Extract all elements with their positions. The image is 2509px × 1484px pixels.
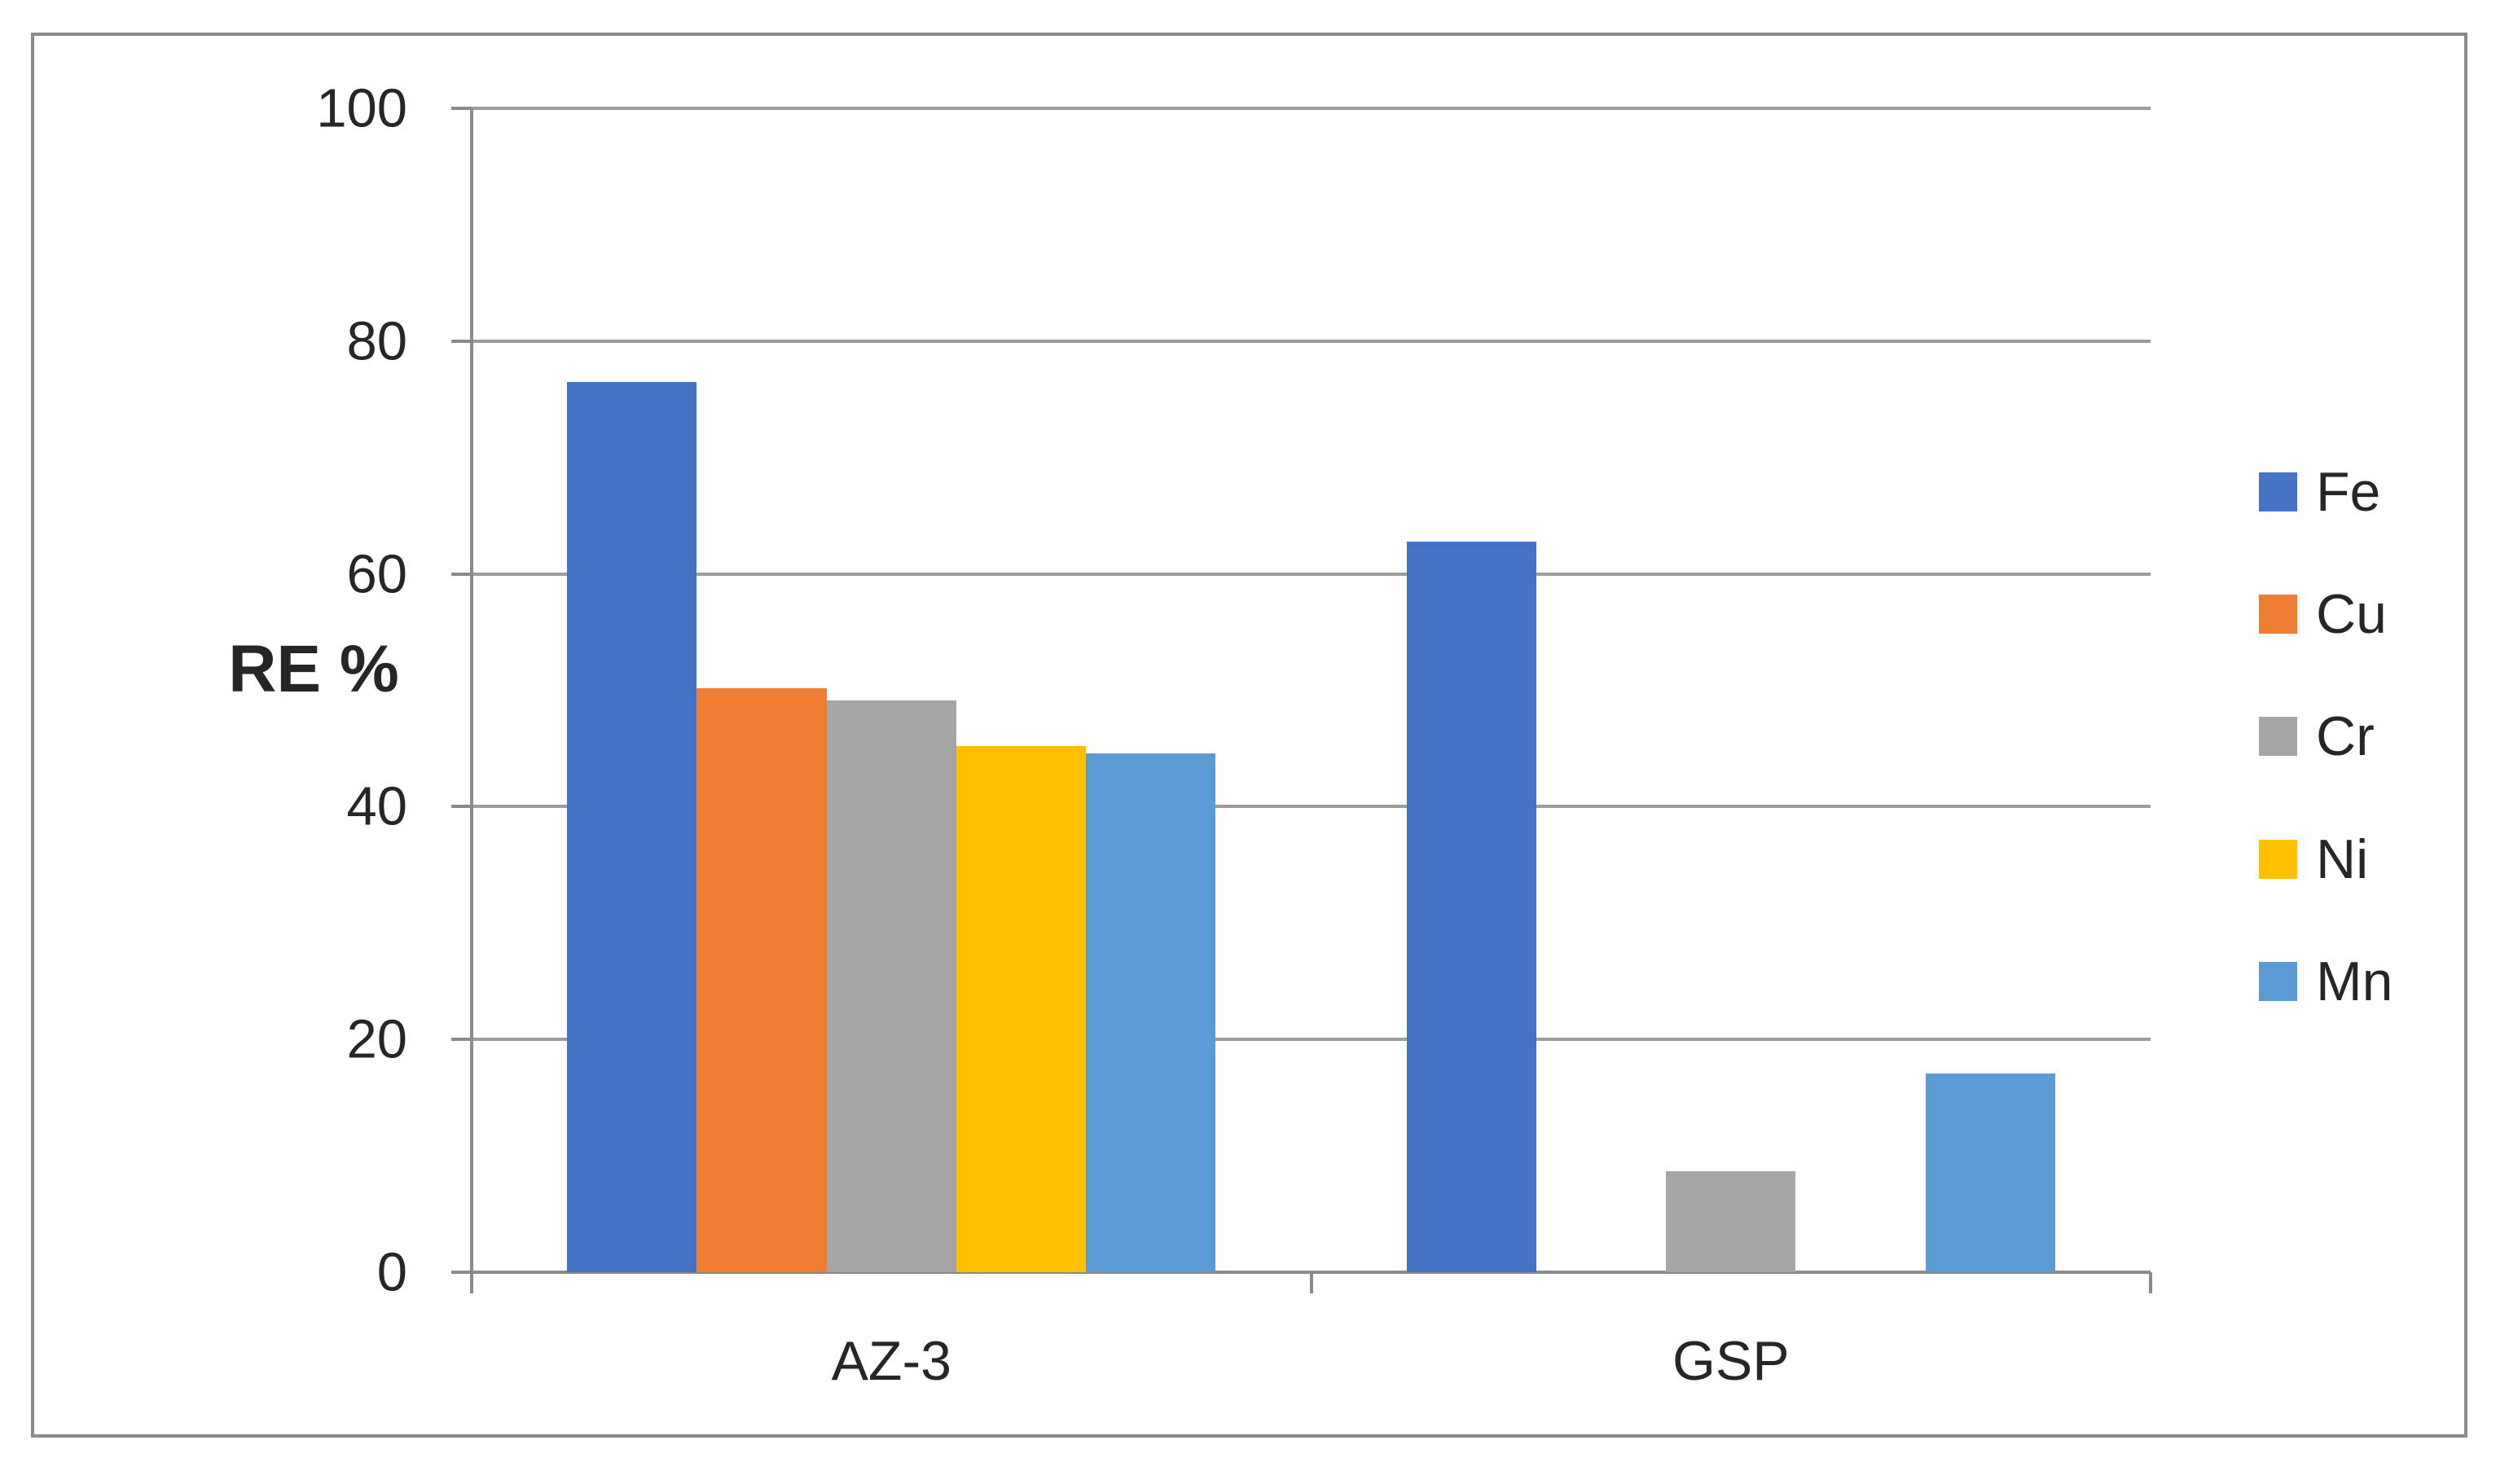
y-tick-label-40: 40 <box>346 775 407 837</box>
x-tick-mark-1 <box>1309 1272 1313 1293</box>
y-tick-label-60: 60 <box>346 543 407 605</box>
legend-item-Fe: Fe <box>2259 460 2380 524</box>
x-category-label-GSP: GSP <box>1672 1330 1790 1392</box>
gridline-80 <box>472 339 2151 343</box>
legend-label-Ni: Ni <box>2316 828 2369 890</box>
y-tick-mark-80 <box>451 339 472 343</box>
bar-Ni-AZ-3 <box>956 746 1087 1272</box>
legend-item-Cu: Cu <box>2259 582 2387 646</box>
legend-item-Cr: Cr <box>2259 705 2375 768</box>
bar-Mn-AZ-3 <box>1086 753 1216 1272</box>
legend-swatch-Cu <box>2259 595 2297 634</box>
y-tick-label-0: 0 <box>376 1241 407 1303</box>
bar-Mn-GSP <box>1925 1073 2055 1272</box>
gridline-100 <box>472 107 2151 110</box>
bar-Fe-GSP <box>1406 541 1536 1272</box>
legend-swatch-Mn <box>2259 961 2297 1001</box>
y-axis-title: RE % <box>228 632 399 706</box>
x-category-label-AZ-3: AZ-3 <box>831 1330 951 1392</box>
gridline-40 <box>472 805 2151 809</box>
gridline-60 <box>472 572 2151 576</box>
legend-swatch-Ni <box>2259 839 2297 879</box>
bar-Fe-AZ-3 <box>567 381 697 1272</box>
y-axis-line <box>470 108 473 1293</box>
y-tick-label-20: 20 <box>346 1008 407 1070</box>
legend-swatch-Cr <box>2259 717 2297 757</box>
legend-label-Cu: Cu <box>2316 583 2387 646</box>
gridline-20 <box>472 1038 2151 1042</box>
chart-border <box>31 33 2467 1438</box>
y-tick-mark-20 <box>451 1038 472 1042</box>
bar-Cu-AZ-3 <box>696 687 827 1272</box>
bar-Cr-GSP <box>1666 1170 1796 1272</box>
y-tick-mark-40 <box>451 805 472 809</box>
y-tick-mark-100 <box>451 107 472 110</box>
y-tick-mark-60 <box>451 572 472 576</box>
legend-label-Fe: Fe <box>2316 461 2381 523</box>
legend-item-Ni: Ni <box>2259 828 2368 891</box>
bar-Cr-AZ-3 <box>826 700 956 1272</box>
y-tick-label-100: 100 <box>316 77 407 139</box>
legend-swatch-Fe <box>2259 472 2297 511</box>
legend-label-Cr: Cr <box>2316 705 2375 768</box>
legend-item-Mn: Mn <box>2259 950 2393 1013</box>
x-tick-mark-2 <box>2149 1272 2152 1293</box>
y-tick-mark-0 <box>451 1271 472 1274</box>
legend-label-Mn: Mn <box>2316 950 2393 1012</box>
y-tick-label-80: 80 <box>346 310 407 372</box>
